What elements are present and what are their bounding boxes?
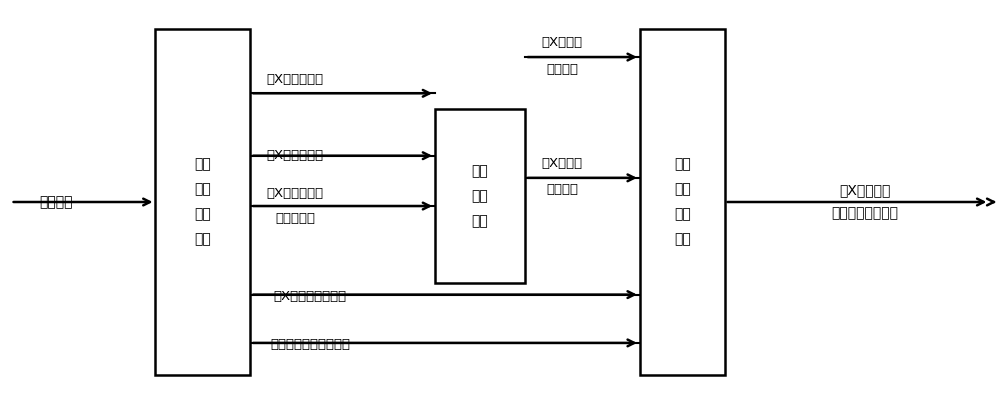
- Text: 喷油
正时
观测: 喷油 正时 观测: [472, 164, 488, 228]
- Text: 第X缸喷油器
喷油正时故障状态: 第X缸喷油器 喷油正时故障状态: [831, 183, 898, 221]
- Text: 第X缸设定: 第X缸设定: [541, 36, 582, 49]
- Bar: [155, 29, 250, 375]
- Text: 平衡点角度: 平衡点角度: [275, 212, 315, 225]
- Bar: [435, 109, 525, 282]
- Bar: [640, 29, 725, 375]
- Text: 喷油正时: 喷油正时: [546, 183, 578, 196]
- Text: 喷油正时: 喷油正时: [546, 63, 578, 76]
- Text: 喷油
正时
故障
诊断: 喷油 正时 故障 诊断: [674, 158, 691, 246]
- Text: 轨压信号: 轨压信号: [39, 195, 72, 209]
- Text: 循环平均瞬时轨压压降: 循环平均瞬时轨压压降: [270, 339, 350, 351]
- Text: 第X缸平均轨压: 第X缸平均轨压: [267, 149, 324, 162]
- Text: 第X缸瞬时轨压压降: 第X缸瞬时轨压压降: [274, 290, 347, 303]
- Text: 第X缸轨压压降: 第X缸轨压压降: [267, 187, 324, 200]
- Text: 轨压
信号
采样
处理: 轨压 信号 采样 处理: [195, 158, 211, 246]
- Text: 第X缸平均转速: 第X缸平均转速: [267, 73, 324, 86]
- Text: 第X缸观测: 第X缸观测: [541, 157, 582, 170]
